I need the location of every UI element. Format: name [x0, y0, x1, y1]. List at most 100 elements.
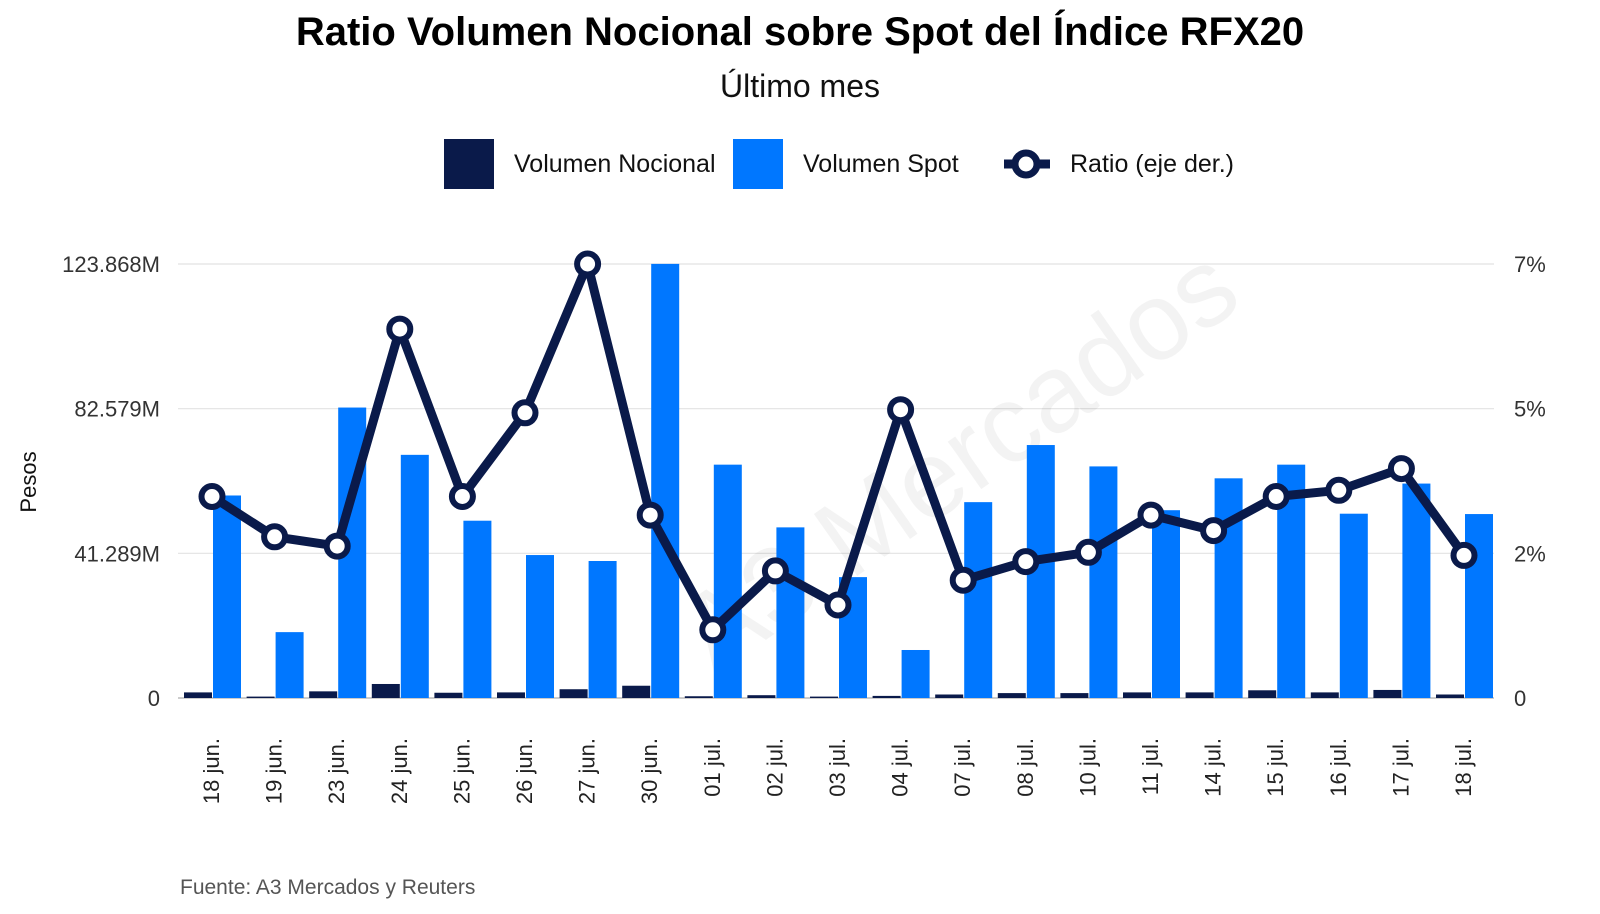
bar-volumen-nocional [997, 693, 1026, 698]
x-tick-label: 24 jun. [387, 738, 412, 804]
bar-volumen-spot [463, 520, 492, 698]
ratio-point [636, 501, 664, 529]
bar-volumen-spot [1089, 466, 1118, 698]
legend-swatch-nocional [444, 139, 494, 189]
ratio-point [511, 399, 539, 427]
y2-tick-label: 7% [1514, 252, 1546, 277]
x-tick-label: 14 jul. [1201, 738, 1226, 797]
ratio-point [323, 532, 351, 560]
ratio-point [1137, 501, 1165, 529]
x-axis: 18 jun. 19 jun. 23 jun. 24 jun. 25 jun. 26 ju… [199, 738, 1476, 804]
ratio-point [261, 523, 289, 551]
chart-subtitle: Último mes [719, 68, 880, 104]
x-tick-label: 07 jul. [950, 738, 975, 797]
ratio-point [1074, 538, 1102, 566]
ratio-line-layer [198, 250, 1478, 644]
bar-volumen-spot [964, 502, 993, 698]
ratio-point [1387, 455, 1415, 483]
legend-item-spot: Volumen Spot [733, 138, 959, 190]
ratio-point [1450, 541, 1478, 569]
x-tick-label: 18 jun. [199, 738, 224, 804]
bar-volumen-spot [776, 527, 805, 698]
bar-volumen-nocional [1185, 692, 1214, 698]
x-tick-label: 17 jul. [1388, 738, 1413, 797]
chart-legend: Volumen Nocional Volumen Spot Ratio (eje… [0, 138, 1600, 190]
x-tick-label: 03 jul. [825, 738, 850, 797]
ratio-point [574, 250, 602, 278]
bar-volumen-spot [526, 555, 554, 698]
x-tick-label: 30 jun. [637, 738, 662, 804]
x-tick-label: 02 jul. [762, 738, 787, 797]
bar-volumen-spot [588, 561, 617, 698]
legend-label-spot: Volumen Spot [803, 149, 959, 178]
x-tick-label: 08 jul. [1013, 738, 1038, 797]
bar-volumen-spot [1152, 510, 1180, 698]
bar-volumen-spot [713, 464, 742, 698]
legend-label-nocional: Volumen Nocional [514, 149, 716, 178]
bar-volumen-nocional [810, 696, 838, 698]
ratio-point [887, 396, 915, 424]
y2-tick-label: 0 [1514, 686, 1526, 711]
legend-swatch-spot [733, 139, 783, 189]
x-tick-label: 23 jun. [324, 738, 349, 804]
ratio-point [1325, 476, 1353, 504]
bar-volumen-nocional [684, 696, 713, 698]
bar-volumen-nocional [935, 694, 964, 698]
x-tick-label: 25 jun. [449, 738, 474, 804]
bar-volumen-nocional [497, 692, 525, 698]
bar-volumen-nocional [371, 683, 400, 698]
legend-label-ratio: Ratio (eje der.) [1070, 149, 1234, 178]
ratio-point [448, 483, 476, 510]
x-tick-label: 18 jul. [1451, 738, 1476, 797]
y2-tick-label: 5% [1514, 396, 1546, 421]
bar-volumen-spot [213, 495, 241, 698]
bar-volumen-nocional [1123, 692, 1151, 698]
bar-volumen-spot [1339, 513, 1368, 698]
bars-layer [184, 263, 1493, 698]
bar-volumen-nocional [1373, 689, 1402, 698]
bar-volumen-spot [1465, 514, 1493, 698]
x-tick-label: 10 jul. [1075, 738, 1100, 797]
y-tick-label: 123.868M [62, 252, 160, 277]
ratio-point [386, 315, 414, 343]
y2-tick-label: 2% [1514, 542, 1546, 567]
y-axis-right: 0 2% 5% 7% [1514, 252, 1546, 711]
bar-volumen-nocional [309, 691, 338, 698]
ratio-point [1262, 483, 1290, 510]
chart-title: Ratio Volumen Nocional sobre Spot del Ín… [295, 10, 1305, 54]
x-tick-label: 01 jul. [700, 738, 725, 797]
ratio-point [198, 483, 226, 510]
ratio-point [949, 566, 977, 594]
y-tick-label: 0 [148, 686, 160, 711]
ratio-point [1012, 548, 1040, 576]
bar-volumen-nocional [184, 692, 212, 698]
ratio-point [824, 591, 852, 619]
ratio-point [761, 557, 789, 585]
x-tick-label: 26 jun. [512, 738, 537, 804]
bar-volumen-nocional [747, 695, 776, 698]
bar-volumen-nocional [434, 692, 463, 698]
x-tick-label: 27 jun. [575, 738, 600, 804]
y-tick-label: 41.289M [74, 541, 160, 566]
bar-volumen-spot [400, 454, 429, 698]
x-tick-label: 19 jun. [262, 738, 287, 804]
bar-volumen-nocional [1248, 690, 1277, 698]
y-axis-left: 0 41.289M 82.579M 123.868M [62, 252, 160, 711]
x-tick-label: 15 jul. [1263, 738, 1288, 797]
bar-volumen-spot [651, 263, 680, 698]
x-tick-label: 04 jul. [888, 738, 913, 797]
bar-volumen-nocional [559, 689, 588, 698]
y-axis-label: Pesos [16, 451, 41, 512]
ratio-point [1200, 517, 1228, 545]
bar-volumen-nocional [622, 685, 651, 698]
x-tick-label: 16 jul. [1326, 738, 1351, 797]
bar-volumen-nocional [1310, 692, 1339, 698]
bar-volumen-nocional [246, 696, 275, 698]
source-note: Fuente: A3 Mercados y Reuters [180, 876, 476, 899]
x-tick-label: 11 jul. [1138, 738, 1163, 795]
bar-volumen-nocional [872, 695, 901, 698]
legend-item-ratio: Ratio (eje der.) [1004, 138, 1234, 190]
bar-volumen-spot [275, 632, 304, 698]
bar-volumen-spot [1402, 483, 1431, 698]
